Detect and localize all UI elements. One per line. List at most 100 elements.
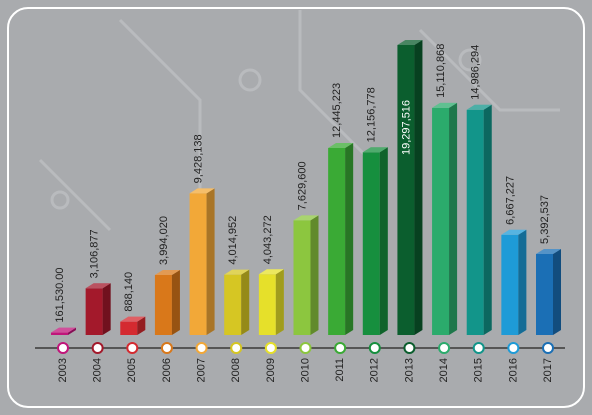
bar-top-shade xyxy=(362,147,388,153)
bar xyxy=(224,274,242,335)
axis-dot xyxy=(126,342,139,354)
bar-side xyxy=(310,215,319,335)
bar-top-shade xyxy=(501,229,527,235)
bar xyxy=(154,274,172,335)
bar-top-shade xyxy=(536,248,561,254)
bar-top xyxy=(293,215,319,221)
bar-top xyxy=(432,102,458,108)
value-label: 19,297,516 xyxy=(400,100,412,155)
value-label: 3,106,877 xyxy=(89,229,101,278)
bar-top xyxy=(328,142,354,148)
value-label: 12,445,223 xyxy=(331,83,343,138)
bar xyxy=(51,332,68,335)
value-label: 161,530.00 xyxy=(54,268,66,323)
bar-top xyxy=(536,248,561,254)
bar xyxy=(432,107,450,335)
x-tick-label: 2017 xyxy=(542,358,554,382)
value-label: 7,629,600 xyxy=(296,161,308,210)
x-tick-label: 2010 xyxy=(299,358,311,382)
bar xyxy=(293,220,311,335)
bar-side-shade xyxy=(310,215,319,335)
bar-side xyxy=(102,283,111,335)
bar-top-shade xyxy=(120,316,146,322)
bar-side xyxy=(68,327,76,335)
bar-side xyxy=(379,147,388,335)
bar xyxy=(501,234,519,335)
bar-top-shade xyxy=(397,40,423,45)
bar xyxy=(466,109,484,335)
value-label: 9,428,138 xyxy=(192,134,204,183)
axis-dot xyxy=(507,342,520,354)
x-tick-label: 2011 xyxy=(334,358,346,382)
x-tick-label: 2008 xyxy=(230,358,242,382)
bar xyxy=(362,152,380,335)
bar-side xyxy=(137,316,146,335)
value-label: 15,110,868 xyxy=(435,44,447,98)
axis-dot xyxy=(438,342,451,354)
value-label: 12,156,778 xyxy=(366,87,378,142)
bar-side-shade xyxy=(171,269,180,335)
axis-dot xyxy=(195,342,208,354)
bar-side-shade xyxy=(414,40,423,335)
bar-top-shade xyxy=(154,269,180,275)
bar xyxy=(536,253,553,335)
bar xyxy=(328,147,346,335)
bar-top-shade xyxy=(189,188,215,194)
bar-side-shade xyxy=(345,142,354,335)
x-tick-label: 2003 xyxy=(57,358,69,382)
bar-side xyxy=(345,142,354,335)
bar-side-shade xyxy=(137,316,146,335)
bar-top xyxy=(258,269,284,275)
circuit-decoration xyxy=(38,10,560,232)
value-label: 4,014,952 xyxy=(227,216,239,265)
axis-dot xyxy=(403,342,416,354)
bar-top xyxy=(120,316,146,322)
x-tick-label: 2005 xyxy=(126,358,138,382)
bar-top xyxy=(224,269,250,275)
bar-top-shade xyxy=(258,269,284,275)
bar-top xyxy=(189,188,215,194)
bar-top-shade xyxy=(51,327,76,333)
frame xyxy=(7,7,585,408)
bar xyxy=(120,321,138,335)
bar-top xyxy=(362,147,388,153)
axis-dot xyxy=(91,342,104,354)
axis-dot xyxy=(230,342,243,354)
bar xyxy=(397,45,415,335)
bar-side-shade xyxy=(483,104,492,335)
bar-top-shade xyxy=(466,104,492,110)
bar xyxy=(85,288,103,335)
bar-top-shade xyxy=(432,102,458,108)
value-label: 4,043,272 xyxy=(262,215,274,264)
bar-top-shade xyxy=(328,142,354,148)
bar-top xyxy=(154,269,180,275)
bar-side-shade xyxy=(553,248,561,335)
bar-side xyxy=(414,40,423,335)
x-tick-label: 2016 xyxy=(507,358,519,382)
bar-top-shade xyxy=(293,215,319,221)
value-label: 3,994,020 xyxy=(158,216,170,265)
axis-dot xyxy=(472,342,485,354)
x-tick-label: 2006 xyxy=(161,358,173,382)
bar-top xyxy=(85,283,111,289)
value-label: 5,392,537 xyxy=(539,195,551,244)
x-tick-label: 2013 xyxy=(403,358,415,382)
axis-dot xyxy=(57,342,69,354)
bar-top-shade xyxy=(85,283,111,289)
value-label: 14,986,294 xyxy=(470,45,482,100)
bar-top-shade xyxy=(224,269,250,275)
bar-side-shade xyxy=(102,283,111,335)
bar-side xyxy=(206,188,215,335)
bar-side-shade xyxy=(449,102,458,335)
value-label: 888,140 xyxy=(123,272,135,312)
bar-side-shade xyxy=(275,269,284,335)
bar xyxy=(189,193,207,335)
x-tick-label: 2004 xyxy=(92,358,104,382)
x-tick-label: 2014 xyxy=(438,358,450,382)
bar-side xyxy=(553,248,561,335)
bar-side xyxy=(449,102,458,335)
axis-dot xyxy=(542,342,554,354)
x-tick-label: 2007 xyxy=(195,358,207,382)
bar-side-shade xyxy=(379,147,388,335)
